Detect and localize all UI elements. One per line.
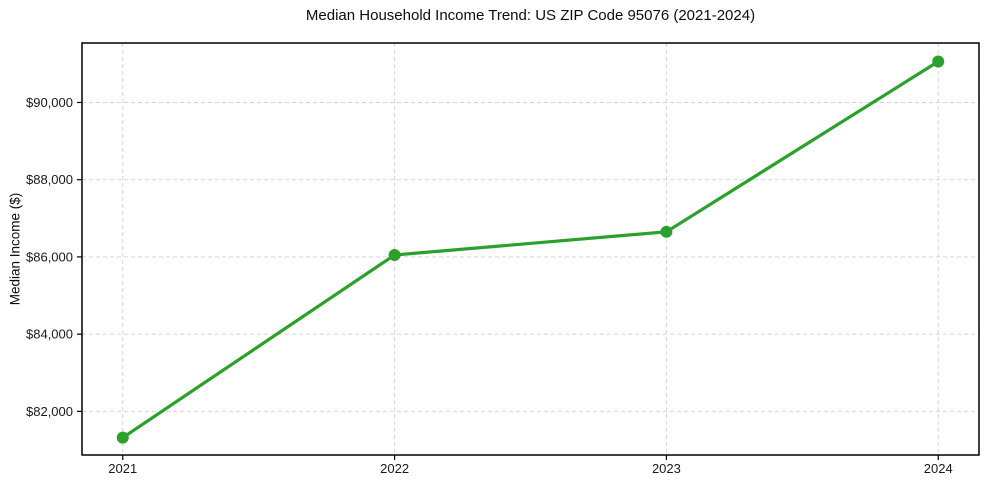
data-point-2024	[932, 55, 945, 68]
data-point-2022	[388, 248, 401, 261]
y-tick-label: $88,000	[26, 172, 73, 187]
y-tick-label: $84,000	[26, 327, 73, 342]
y-tick-label: $90,000	[26, 95, 73, 110]
data-point-2021	[116, 431, 129, 444]
income-trend-line	[121, 59, 940, 440]
x-tick-label: 2021	[108, 461, 137, 476]
x-tick-label: 2022	[380, 461, 409, 476]
data-point-2023	[660, 225, 673, 238]
chart-title: Median Household Income Trend: US ZIP Co…	[305, 7, 756, 24]
y-tick-label: $86,000	[26, 249, 73, 264]
plot-frame	[81, 42, 980, 456]
x-tick-label: 2023	[652, 461, 681, 476]
x-tick-label: 2024	[924, 461, 953, 476]
y-tick-label: $82,000	[26, 404, 73, 419]
